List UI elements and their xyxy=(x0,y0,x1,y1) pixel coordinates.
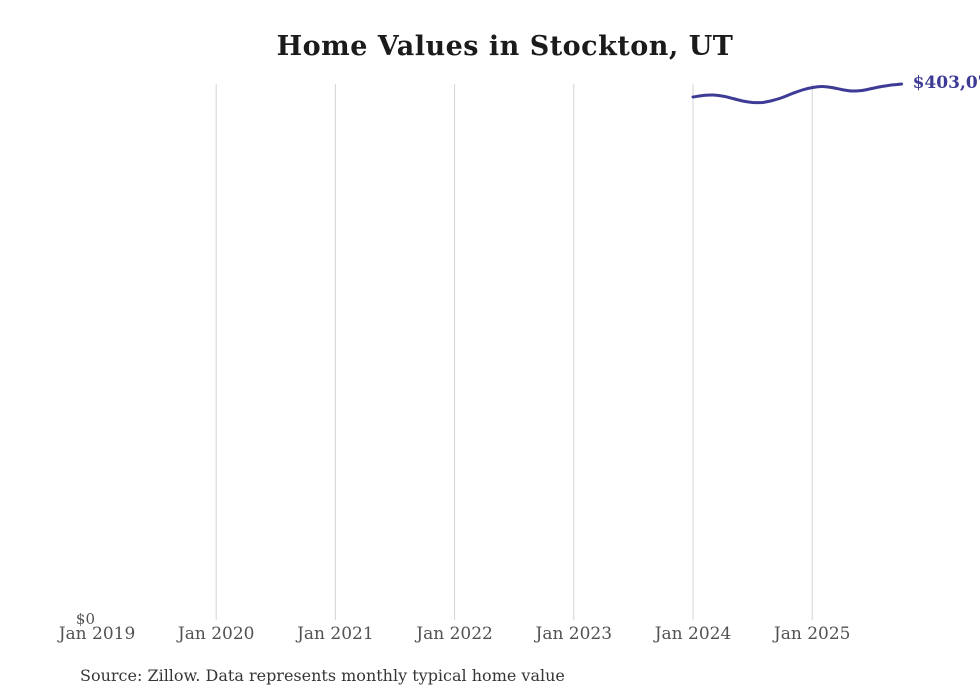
x-tick-label: Jan 2020 xyxy=(177,624,255,644)
x-tick-label: Jan 2024 xyxy=(654,624,732,644)
x-tick-label: Jan 2019 xyxy=(58,624,136,644)
chart-title: Home Values in Stockton, UT xyxy=(276,31,734,62)
x-tick-label: Jan 2021 xyxy=(297,624,374,644)
gridlines xyxy=(215,84,813,620)
home-value-line xyxy=(691,82,904,105)
latest-value-label: $403,077 xyxy=(912,73,980,93)
source-note: Source: Zillow. Data represents monthly … xyxy=(80,666,565,685)
x-tick-label: Jan 2023 xyxy=(535,624,613,644)
x-tick-label: Jan 2025 xyxy=(773,624,851,644)
x-tick-label: Jan 2022 xyxy=(416,624,493,644)
y-axis-zero-label: $0 xyxy=(75,610,95,628)
